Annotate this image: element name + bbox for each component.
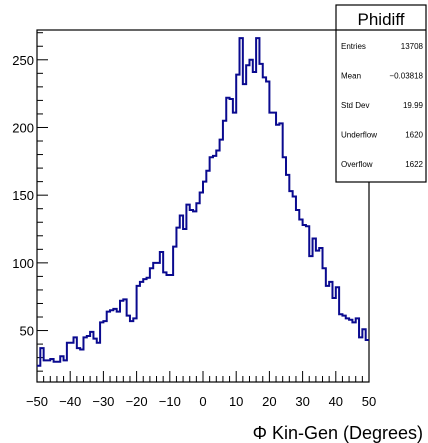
y-tick-label: 50 — [20, 324, 34, 339]
x-tick-label: 20 — [262, 394, 276, 409]
stat-label: Mean — [341, 72, 361, 81]
x-axis: −50 −40 −30 −20 −10 0 10 20 30 40 50 — [26, 371, 376, 409]
stat-label: Underflow — [341, 131, 377, 140]
x-tick-label: −10 — [159, 394, 181, 409]
x-tick-label: −40 — [59, 394, 81, 409]
y-axis: 50 100 150 200 250 — [12, 32, 48, 372]
stat-value: −0.03818 — [389, 72, 423, 81]
y-tick-label: 200 — [12, 120, 34, 135]
x-tick-label: −50 — [26, 394, 48, 409]
stats-box-frame — [335, 4, 427, 183]
y-tick-label: 150 — [12, 188, 34, 203]
x-tick-label: 30 — [295, 394, 309, 409]
stat-label: Std Dev — [341, 101, 369, 110]
x-tick-label: 40 — [329, 394, 343, 409]
stats-box-title: Phidiff — [358, 10, 405, 29]
x-tick-label: −30 — [92, 394, 114, 409]
x-tick-label: 50 — [362, 394, 376, 409]
stat-label: Entries — [341, 42, 366, 51]
y-tick-label: 250 — [12, 53, 34, 68]
x-tick-label: 0 — [199, 394, 206, 409]
y-tick-label: 100 — [12, 256, 34, 271]
stat-value: 1622 — [405, 160, 423, 169]
x-axis-title: Φ Kin-Gen (Degrees) — [253, 423, 423, 443]
stat-value: 19.99 — [403, 101, 424, 110]
histogram-series — [37, 37, 369, 367]
stat-label: Overflow — [341, 160, 373, 169]
plot-frame — [36, 29, 370, 383]
stats-box: Phidiff Entries 13708 Mean −0.03818 Std Dev 1… — [335, 4, 427, 183]
stat-value: 13708 — [401, 42, 424, 51]
stat-value: 1620 — [405, 131, 423, 140]
x-tick-label: −20 — [126, 394, 148, 409]
x-tick-label: 10 — [229, 394, 243, 409]
